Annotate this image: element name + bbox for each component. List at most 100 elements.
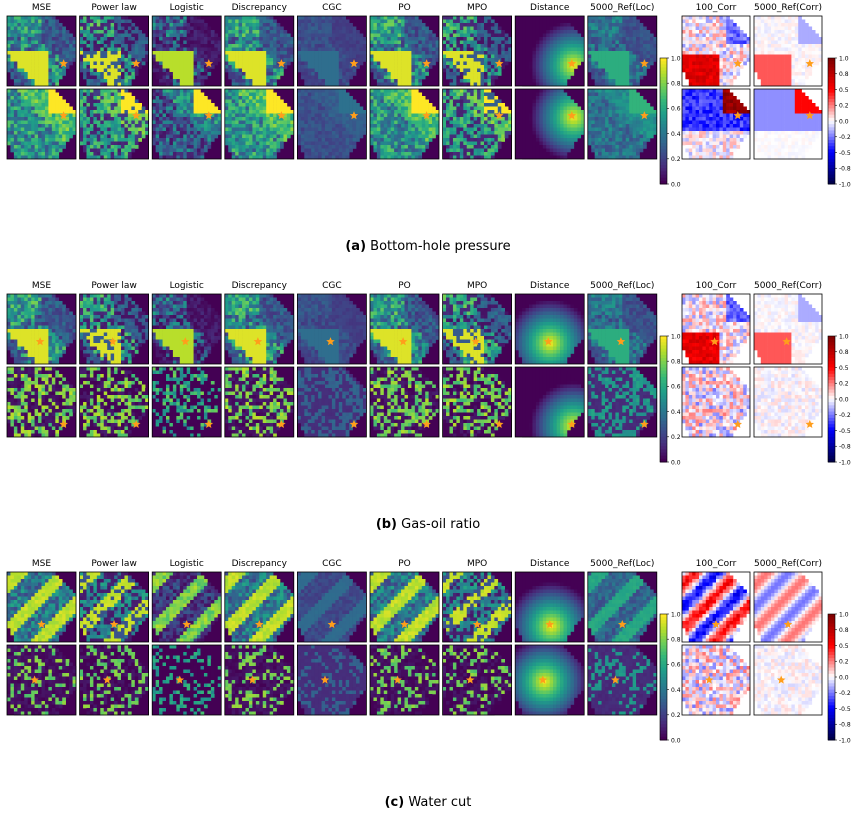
heatmap-panel-logistic <box>152 294 221 364</box>
colorbar-tick-label: 0.4 <box>671 131 681 138</box>
heatmap-panel-distance <box>515 89 584 159</box>
corr-panel-5000-ref-corr- <box>754 16 822 86</box>
colorbar-tick-label: 0.8 <box>671 81 681 88</box>
heatmap-panel-mpo <box>443 16 512 86</box>
heatmap-panel-po <box>370 294 439 364</box>
colorbar-tick-label: -0.2 <box>839 134 851 141</box>
colorbar-tick-label: 0.6 <box>671 384 681 391</box>
colorbar-tick-label: 0.4 <box>671 687 681 694</box>
heatmap-panel-discrepancy <box>225 572 294 642</box>
colorbar-tick-label: -0.8 <box>839 444 851 451</box>
caption-b-label: (b) <box>376 517 397 532</box>
column-header-100-corr: 100_Corr <box>696 559 737 569</box>
loc-colorbar: 0.00.20.40.60.81.0 <box>660 611 681 744</box>
colorbar-tick-label: 1.0 <box>839 55 849 62</box>
heatmap-panel-discrepancy <box>225 367 294 437</box>
heatmap-panel-cgc <box>297 645 366 715</box>
column-header-power-law: Power law <box>91 281 136 291</box>
heatmap-panel-cgc <box>297 89 366 159</box>
column-header-discrepancy: Discrepancy <box>232 281 288 291</box>
heatmap-panel-discrepancy <box>225 645 294 715</box>
column-header-mse: MSE <box>32 559 51 569</box>
column-header-5000-ref-corr-: 5000_Ref(Corr) <box>754 3 822 13</box>
colorbar-tick-label: 0.5 <box>839 365 849 372</box>
heatmap-panel-po <box>370 572 439 642</box>
column-header-power-law: Power law <box>91 559 136 569</box>
heatmap-panel-power-law <box>80 294 149 364</box>
heatmap-panel-power-law <box>80 16 149 86</box>
colorbar-tick-label: 0.8 <box>671 637 681 644</box>
corr-panel-100-corr <box>682 89 750 159</box>
colorbar-tick-label: 0.0 <box>839 674 849 681</box>
colorbar-tick-label: -1.0 <box>839 181 851 188</box>
column-header-power-law: Power law <box>91 3 136 13</box>
heatmap-panel-logistic <box>152 645 221 715</box>
column-header-logistic: Logistic <box>170 559 204 569</box>
caption-c-label: (c) <box>385 795 405 810</box>
column-header-100-corr: 100_Corr <box>696 3 737 13</box>
colorbar-tick-label: 0.4 <box>671 409 681 416</box>
colorbar-tick-label: 0.5 <box>839 643 849 650</box>
column-header-cgc: CGC <box>322 559 342 569</box>
colorbar-tick-label: 0.2 <box>671 156 681 163</box>
corr-panel-5000-ref-corr- <box>754 367 822 437</box>
heatmap-panel-mpo <box>443 89 512 159</box>
heatmap-panel-mse <box>7 294 76 364</box>
heatmap-panel-discrepancy <box>225 16 294 86</box>
heatmap-panel-po <box>370 16 439 86</box>
column-header-cgc: CGC <box>322 3 342 13</box>
loc-colorbar: 0.00.20.40.60.81.0 <box>660 333 681 466</box>
colorbar-tick-label: 1.0 <box>671 611 681 618</box>
colorbar-tick-label: 0.2 <box>839 659 849 666</box>
corr-panel-5000-ref-corr- <box>754 89 822 159</box>
column-header-5000-ref-loc-: 5000_Ref(Loc) <box>590 3 654 13</box>
caption-c: (c) Water cut <box>0 795 856 810</box>
column-header-logistic: Logistic <box>170 3 204 13</box>
column-header-5000-ref-loc-: 5000_Ref(Loc) <box>590 281 654 291</box>
colorbar-tick-label: 0.8 <box>839 71 849 78</box>
colorbar-tick-label: -0.2 <box>839 690 851 697</box>
colorbar-tick-label: 0.0 <box>671 181 681 188</box>
column-header-mpo: MPO <box>467 281 487 291</box>
heatmap-panel-power-law <box>80 89 149 159</box>
heatmap-panel-cgc <box>297 367 366 437</box>
heatmap-panel-distance <box>515 572 584 642</box>
heatmap-panel-mpo <box>443 645 512 715</box>
colorbar-tick-label: 0.2 <box>671 712 681 719</box>
heatmap-panel-distance <box>515 16 584 86</box>
colorbar-tick-label: -0.2 <box>839 412 851 419</box>
corr-colorbar: -1.0-0.8-0.5-0.20.00.20.50.81.0 <box>828 333 851 466</box>
heatmap-panel-distance <box>515 294 584 364</box>
colorbar-tick-label: 0.5 <box>839 87 849 94</box>
heatmap-panel-logistic <box>152 89 221 159</box>
colorbar-tick-label: 0.0 <box>671 459 681 466</box>
colorbar-tick-label: 0.0 <box>839 396 849 403</box>
corr-panel-100-corr <box>682 645 750 715</box>
heatmap-panel-mpo <box>443 294 512 364</box>
heatmap-panel-cgc <box>297 16 366 86</box>
heatmap-panel-distance <box>515 367 584 437</box>
caption-b: (b) Gas-oil ratio <box>0 517 856 532</box>
heatmap-panel-5000-ref-loc- <box>588 572 657 642</box>
colorbar-tick-label: -0.5 <box>839 706 851 713</box>
heatmap-panel-power-law <box>80 367 149 437</box>
caption-c-text: Water cut <box>408 795 471 810</box>
heatmap-panel-mse <box>7 367 76 437</box>
column-header-po: PO <box>398 559 411 569</box>
colorbar-tick-label: 0.2 <box>839 103 849 110</box>
colorbar-tick-label: 0.8 <box>671 359 681 366</box>
column-header-100-corr: 100_Corr <box>696 281 737 291</box>
caption-a: (a) Bottom-hole pressure <box>0 239 856 254</box>
colorbar-tick-label: 1.0 <box>839 333 849 340</box>
column-header-distance: Distance <box>530 3 570 13</box>
heatmap-panel-cgc <box>297 572 366 642</box>
heatmap-panel-power-law <box>80 645 149 715</box>
corr-panel-100-corr <box>682 367 750 437</box>
column-header-distance: Distance <box>530 559 570 569</box>
corr-panel-5000-ref-corr- <box>754 294 822 364</box>
heatmap-panel-5000-ref-loc- <box>588 16 657 86</box>
colorbar-tick-label: 1.0 <box>839 611 849 618</box>
column-header-mse: MSE <box>32 281 51 291</box>
column-header-discrepancy: Discrepancy <box>232 3 288 13</box>
